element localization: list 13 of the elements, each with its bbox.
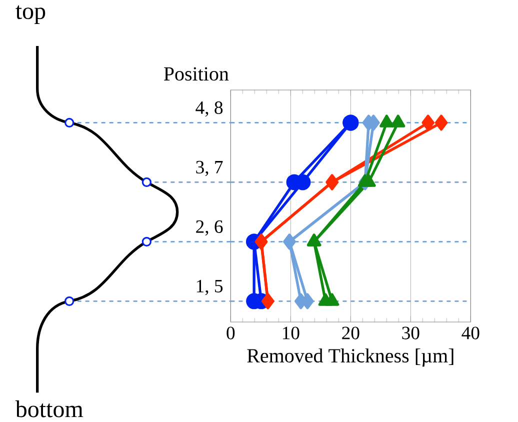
- x-tick-label: 20: [342, 326, 360, 340]
- text: top: [16, 5, 46, 24]
- y-tick-label: 1, 5: [196, 280, 223, 296]
- y-axis-title: Position: [164, 67, 229, 81]
- x-tick-label: 0: [226, 326, 235, 340]
- x-tick-label: 30: [402, 326, 420, 340]
- x-axis-title: Removed Thickness [µm]: [247, 348, 454, 367]
- x-tick-label: 10: [282, 326, 300, 340]
- y-tick-label: 2, 6: [196, 220, 223, 236]
- y-tick-label: 4, 8: [196, 101, 223, 117]
- y-tick-label: 3, 7: [196, 160, 223, 176]
- x-tick-label: 40: [462, 326, 480, 340]
- text: bottom: [15, 400, 84, 418]
